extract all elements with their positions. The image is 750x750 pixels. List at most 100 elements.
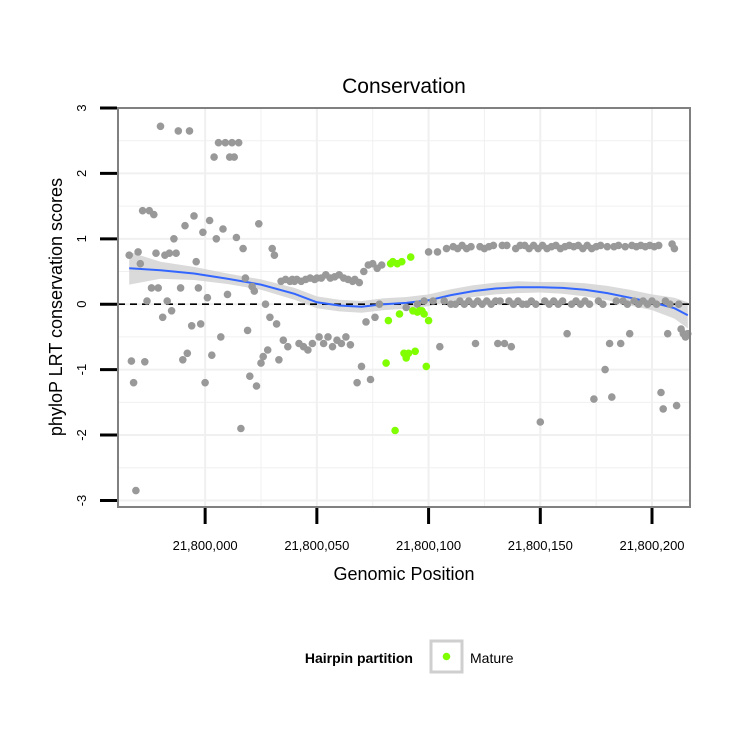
data-point-other xyxy=(319,339,328,348)
x-axis-ticks: 21,800,000 21,800,050 21,800,100 21,800,150… xyxy=(173,508,685,553)
data-point-other xyxy=(221,138,230,147)
data-point-other xyxy=(176,284,185,292)
data-point-other xyxy=(585,300,594,309)
data-point-other xyxy=(254,220,263,228)
data-point-other xyxy=(163,297,171,305)
data-point-other xyxy=(563,329,571,338)
data-point-other xyxy=(239,244,247,253)
data-point-mature xyxy=(382,359,390,367)
data-point-other xyxy=(672,401,681,410)
data-point-other xyxy=(608,393,616,401)
y-tick-label: 0 xyxy=(74,301,89,308)
data-point-other xyxy=(246,372,254,381)
data-point-other xyxy=(210,153,218,161)
data-point-other xyxy=(532,300,540,309)
data-point-other xyxy=(223,290,232,299)
data-point-other xyxy=(494,339,502,348)
data-point-other xyxy=(275,356,283,364)
data-point-mature xyxy=(391,426,399,435)
data-point-other xyxy=(342,333,350,341)
data-point-other xyxy=(590,395,598,403)
data-point-other xyxy=(657,388,665,397)
data-point-other xyxy=(375,300,384,309)
data-point-other xyxy=(429,297,437,305)
data-point-mature xyxy=(424,316,433,325)
data-point-other xyxy=(199,228,207,237)
y-tick-label: 3 xyxy=(74,104,89,111)
data-point-other xyxy=(185,127,194,135)
data-point-other xyxy=(353,378,361,387)
data-point-other xyxy=(127,357,136,365)
y-tick-label: -3 xyxy=(74,495,89,507)
data-point-other xyxy=(304,346,312,354)
data-point-other xyxy=(154,284,162,292)
x-axis-title: Genomic Position xyxy=(333,564,474,584)
data-point-other xyxy=(257,359,265,367)
data-point-other xyxy=(237,424,245,433)
data-point-other xyxy=(259,352,268,361)
data-point-other xyxy=(377,261,386,269)
data-point-other xyxy=(442,244,451,253)
data-point-other xyxy=(143,297,151,305)
data-point-other xyxy=(413,300,422,309)
x-tick-label: 21,800,050 xyxy=(284,538,349,553)
data-point-other xyxy=(203,293,212,302)
data-point-other xyxy=(141,358,149,366)
data-point-other xyxy=(212,235,221,243)
data-point-other xyxy=(252,382,261,390)
data-point-other xyxy=(250,287,259,295)
y-axis-ticks: -3 -2 -1 0 1 2 3 xyxy=(74,104,117,506)
data-point-other xyxy=(181,221,189,230)
data-point-other xyxy=(652,300,661,309)
data-point-other xyxy=(433,248,442,256)
y-tick-label: 1 xyxy=(74,235,89,242)
data-point-other xyxy=(315,333,323,341)
data-point-other xyxy=(147,284,156,292)
data-point-other xyxy=(614,241,623,250)
data-point-other xyxy=(663,329,672,338)
data-point-other xyxy=(328,342,337,351)
data-point-other xyxy=(500,339,509,348)
data-point-other xyxy=(612,297,621,305)
data-point-other xyxy=(420,297,428,305)
smooth-trend-line xyxy=(129,267,689,317)
data-point-other xyxy=(308,339,317,348)
data-point-other xyxy=(170,235,178,243)
data-point-other xyxy=(659,405,667,413)
data-point-other xyxy=(596,241,605,250)
chart-title: Conservation xyxy=(342,75,466,98)
data-point-other xyxy=(654,241,663,250)
data-point-other xyxy=(346,341,355,349)
smooth-line-layer xyxy=(129,267,689,317)
panel-border xyxy=(117,107,691,508)
data-point-other xyxy=(234,138,243,147)
data-point-other xyxy=(601,365,609,374)
data-point-other xyxy=(183,349,192,358)
data-point-other xyxy=(366,375,375,384)
data-point-mature xyxy=(384,316,393,325)
data-point-other xyxy=(205,216,214,225)
y-axis-title: phyloP LRT conservation scores xyxy=(46,178,66,436)
data-point-other xyxy=(625,329,634,338)
data-point-other xyxy=(261,300,270,309)
data-point-other xyxy=(174,127,183,135)
data-point-other xyxy=(243,326,252,335)
data-point-other xyxy=(503,241,511,250)
x-tick-label: 21,800,100 xyxy=(396,538,461,553)
data-point-other xyxy=(194,284,203,292)
confidence-ribbon-layer xyxy=(129,251,688,329)
data-point-other xyxy=(167,307,176,315)
x-tick-label: 21,800,150 xyxy=(508,538,573,553)
data-point-other xyxy=(284,342,292,351)
data-point-other xyxy=(201,378,209,387)
data-point-other xyxy=(621,242,629,251)
data-point-other xyxy=(558,297,567,305)
data-point-other xyxy=(165,249,174,257)
data-point-other xyxy=(132,486,140,495)
data-point-mature xyxy=(398,257,406,266)
points-layer xyxy=(125,122,692,495)
data-point-other xyxy=(208,351,216,360)
data-point-other xyxy=(360,267,368,276)
